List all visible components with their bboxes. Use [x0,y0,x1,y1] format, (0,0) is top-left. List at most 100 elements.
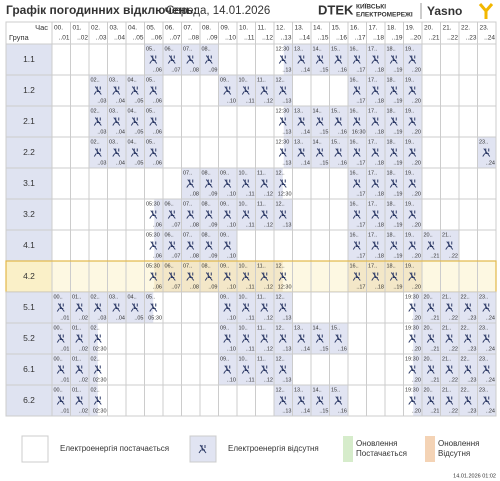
group-name: 4.1 [23,240,35,250]
cell-bottom: ..16 [338,408,347,414]
cell-bottom: ..06 [153,222,162,228]
cell-top: 23.. [479,325,489,331]
hour-cell [51,198,71,231]
hour-cell [440,105,460,138]
hour-from: 09. [221,25,230,32]
cell-top: 14.. [313,325,323,331]
cell-top: 09.. [220,77,230,83]
hour-to: ..23 [466,35,477,42]
cell-top: 04.. [128,139,138,145]
outage-fill [274,168,283,199]
cell-bottom: ..13 [282,129,291,135]
outage-icon [408,117,417,126]
cell-top: 16.. [350,232,360,238]
cell-top: 05:30 [146,201,160,207]
cell-bottom: ..17 [356,253,365,259]
hour-cell [347,384,367,417]
cell-bottom: ..20 [412,222,421,228]
cell-bottom: ..18 [375,129,384,135]
outage-icon [241,365,250,374]
hour-cell [384,353,404,386]
group-label: Група [9,33,30,42]
hour-cell [292,74,312,107]
hour-cell [144,353,164,386]
hour-cell [292,291,312,324]
cell-top: 20.. [424,232,434,238]
hour-cell [218,384,238,417]
cell-top: 23.. [479,387,489,393]
outage-icon [334,55,343,64]
group-name: 2.2 [23,147,35,157]
outage-icon [93,303,102,312]
hour-cell [162,167,182,200]
cell-bottom: ..22 [449,315,458,321]
cell-top: 09.. [220,201,230,207]
hour-cell [88,167,108,200]
hour-cell [366,322,386,355]
outage-icon [352,241,361,250]
outage-icon [260,210,269,219]
cell-bottom: ..16 [338,67,347,73]
outage-icon [278,148,287,157]
outage-icon [445,396,454,405]
yasno-logo [478,3,494,19]
cell-bottom: ..03 [97,315,106,321]
hour-cell [51,136,71,169]
cell-top: 15.. [331,139,341,145]
outage-icon [223,365,232,374]
cell-top: 00.. [54,294,64,300]
cell-bottom: ..22 [449,377,458,383]
hour-from: 20. [424,25,433,32]
outage-icon [260,179,269,188]
cell-bottom: ..04 [116,160,125,166]
hour-cell [107,322,127,355]
cell-bottom: ..02 [79,408,88,414]
outage-icon [352,210,361,219]
hour-from: 23. [480,25,489,32]
cell-top: 10.. [239,77,249,83]
hour-to: ..16 [336,35,347,42]
brand: DTEK [318,2,354,17]
hour-cell [88,198,108,231]
hour-cell [144,167,164,200]
cell-bottom: ..11 [246,346,255,352]
hour-cell [51,105,71,138]
hour-cell [440,198,460,231]
cell-bottom: ..14 [301,346,310,352]
hour-cell [440,167,460,200]
cell-top: 17.. [368,46,378,52]
cell-bottom: ..20 [412,315,421,321]
cell-top: 12.. [276,294,286,300]
hour-cell [181,291,201,324]
outage-icon [371,272,380,281]
hour-cell [199,384,219,417]
hour-from: 17. [369,25,378,32]
cell-top: 01.. [72,356,82,362]
cell-bottom: ..19 [393,222,402,228]
outage-icon [149,303,158,312]
cell-top: 21.. [442,294,452,300]
cell-bottom: ..07 [171,222,180,228]
cell-top: 10.. [239,263,249,269]
cell-bottom: ..18 [375,67,384,73]
hour-cell [181,353,201,386]
outage-icon [186,241,195,250]
hour-cell [421,43,441,76]
cell-top: 08.. [202,170,212,176]
cell-top: 07.. [183,201,193,207]
cell-bottom: ..10 [227,253,236,259]
outage-icon [371,86,380,95]
cell-top: 21.. [442,387,452,393]
hour-cell [218,136,238,169]
hour-to: ..22 [447,35,458,42]
outage-icon [408,86,417,95]
outage-icon [241,86,250,95]
hour-cell [384,322,404,355]
outage-icon [223,334,232,343]
cell-bottom: ..09 [208,253,217,259]
footer-timestamp: 14.01.2026 01:02 [453,473,496,479]
hour-cell [292,229,312,262]
cell-bottom: ..13 [282,408,291,414]
hour-cell [458,74,478,107]
hour-cell [88,260,108,293]
